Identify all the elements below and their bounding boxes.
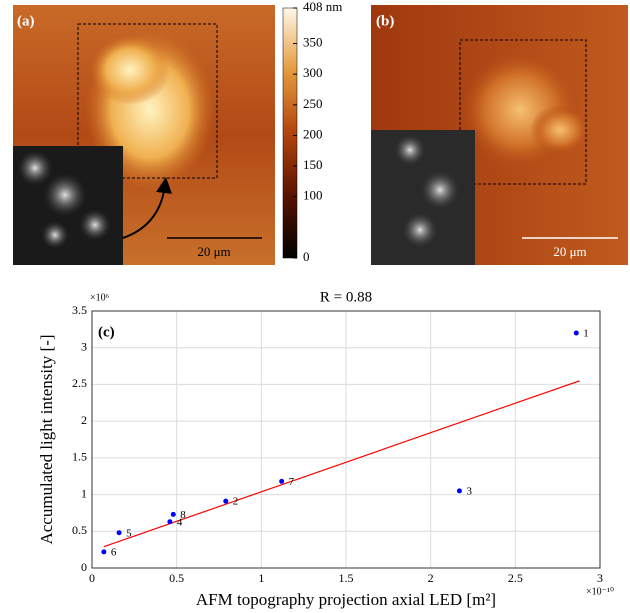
colorbar-tick-label: 200 (303, 126, 323, 141)
x-tick-label: 3 (597, 571, 603, 585)
y-tick-label: 3 (81, 339, 87, 353)
panel-label: (c) (98, 324, 115, 340)
point-label: 8 (180, 509, 186, 521)
x-exponent: ×10⁻¹⁰ (586, 586, 614, 597)
x-tick-label: 1 (258, 571, 264, 585)
y-tick-label: 3.5 (72, 303, 87, 317)
point-label: 3 (466, 485, 472, 497)
y-axis-label: Accumulated light intensity [-] (37, 334, 56, 544)
colorbar-tick-label: 408 nm (303, 0, 342, 14)
y-exponent: ×10⁶ (90, 292, 110, 303)
colorbar-tick-label: 150 (303, 157, 323, 172)
arrow (122, 177, 172, 239)
y-tick-label: 0 (81, 560, 87, 574)
point (101, 549, 107, 555)
roi-box (77, 23, 218, 179)
point (279, 478, 285, 484)
point (456, 488, 462, 494)
y-tick-label: 1 (81, 486, 87, 500)
y-tick-label: 2 (81, 413, 87, 427)
fit-line (103, 380, 580, 548)
colorbar-tick-label: 0 (303, 249, 310, 264)
point (170, 511, 176, 517)
point-label: 2 (233, 496, 239, 508)
point-label: 4 (177, 516, 183, 528)
panel-label: (a) (17, 13, 35, 29)
panel-a (13, 5, 275, 265)
afm-feature (90, 35, 170, 105)
point (223, 498, 229, 504)
point-label: 5 (126, 527, 132, 539)
x-tick-label: 2.5 (508, 571, 523, 585)
colorbar-tick-label: 300 (303, 65, 323, 80)
point-label: 1 (583, 328, 589, 340)
axes-box (91, 310, 601, 569)
scale-bar-label: 20 μm (197, 244, 230, 259)
point (167, 519, 173, 525)
afm-feature (530, 105, 590, 155)
y-tick-label: 2.5 (72, 376, 87, 390)
point-label: 7 (289, 476, 295, 488)
colorbar-tick-label: 250 (303, 96, 323, 111)
chart-title: R = 0.88 (320, 289, 372, 305)
scale-bar-label: 20 μm (553, 244, 586, 259)
x-tick-label: 0.5 (169, 571, 184, 585)
y-tick-label: 0.5 (72, 523, 87, 537)
y-tick-label: 1.5 (72, 450, 87, 464)
point (116, 530, 122, 536)
point-label: 6 (111, 546, 117, 558)
x-tick-label: 1.5 (339, 571, 354, 585)
panel-b (371, 5, 628, 265)
colorbar-tick-label: 350 (303, 35, 323, 50)
x-axis-label: AFM topography projection axial LED [m²] (196, 590, 496, 609)
x-tick-label: 2 (428, 571, 434, 585)
roi-box (459, 39, 587, 185)
colorbar-tick-label: 100 (303, 188, 323, 203)
colorbar (282, 7, 298, 259)
x-tick-label: 0 (89, 571, 95, 585)
point (573, 330, 579, 336)
panel-label: (b) (376, 13, 394, 29)
